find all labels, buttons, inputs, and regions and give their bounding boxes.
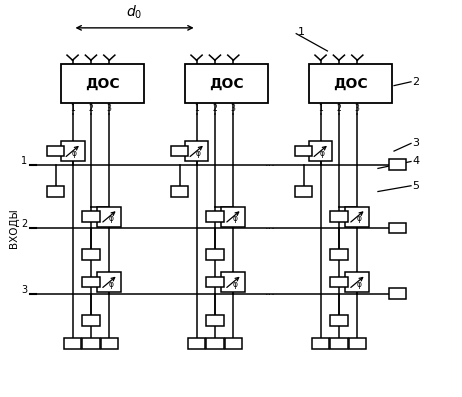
Bar (61, 64, 144, 103)
Bar (295, 146, 312, 156)
Text: φ: φ (357, 214, 362, 223)
Bar (389, 288, 406, 299)
Text: 2: 2 (413, 77, 419, 87)
Bar (82, 315, 100, 326)
Bar (346, 206, 369, 227)
Bar (82, 277, 100, 287)
Bar (206, 315, 224, 326)
Text: 4: 4 (413, 156, 419, 166)
Text: 5: 5 (413, 181, 419, 191)
Bar (221, 206, 245, 227)
Text: φ: φ (196, 148, 201, 158)
Bar (330, 211, 347, 222)
Bar (64, 338, 81, 349)
Bar (97, 272, 121, 292)
Text: 2: 2 (89, 104, 93, 114)
Text: 2: 2 (213, 104, 217, 114)
Bar (97, 206, 121, 227)
Bar (312, 338, 329, 349)
Text: 3: 3 (355, 104, 360, 114)
Text: ДОС: ДОС (333, 77, 368, 91)
Text: 1: 1 (298, 27, 304, 37)
Text: 1: 1 (70, 104, 75, 114)
Bar (171, 186, 188, 197)
Text: ДОС: ДОС (85, 77, 120, 91)
Bar (330, 338, 347, 349)
Bar (206, 277, 224, 287)
Bar (47, 186, 64, 197)
Text: φ: φ (232, 279, 237, 289)
Bar (185, 64, 268, 103)
Text: 1: 1 (318, 104, 323, 114)
Bar (61, 141, 85, 161)
Bar (221, 272, 245, 292)
Bar (330, 315, 347, 326)
Bar (330, 277, 347, 287)
Text: 3: 3 (231, 104, 236, 114)
Text: 1: 1 (194, 104, 199, 114)
Text: 2: 2 (21, 219, 28, 229)
Text: 3: 3 (107, 104, 112, 114)
Text: φ: φ (72, 148, 77, 158)
Bar (348, 338, 366, 349)
Bar (206, 249, 224, 260)
Bar (225, 338, 242, 349)
Text: φ: φ (232, 214, 237, 223)
Bar (346, 272, 369, 292)
Text: φ: φ (320, 148, 325, 158)
Bar (47, 146, 64, 156)
Text: φ: φ (109, 279, 114, 289)
Bar (101, 338, 118, 349)
Bar (295, 186, 312, 197)
Text: ...: ... (265, 158, 275, 168)
Bar (389, 159, 406, 170)
Bar (309, 141, 333, 161)
Text: $d_0$: $d_0$ (127, 4, 143, 21)
Bar (330, 249, 347, 260)
Bar (389, 223, 406, 233)
Bar (309, 64, 392, 103)
Text: ДОС: ДОС (209, 77, 244, 91)
Bar (82, 211, 100, 222)
Text: φ: φ (357, 279, 362, 289)
Bar (206, 338, 224, 349)
Text: ...: ... (265, 221, 275, 231)
Text: 3: 3 (413, 139, 419, 148)
Bar (206, 211, 224, 222)
Text: ВХОДЫ: ВХОДЫ (9, 208, 19, 248)
Bar (171, 146, 188, 156)
Bar (82, 249, 100, 260)
Text: φ: φ (109, 214, 114, 223)
Text: ...: ... (265, 287, 275, 297)
Text: 2: 2 (336, 104, 341, 114)
Bar (185, 141, 208, 161)
Text: 1: 1 (21, 156, 28, 166)
Bar (82, 338, 100, 349)
Text: 3: 3 (21, 285, 28, 295)
Bar (188, 338, 205, 349)
